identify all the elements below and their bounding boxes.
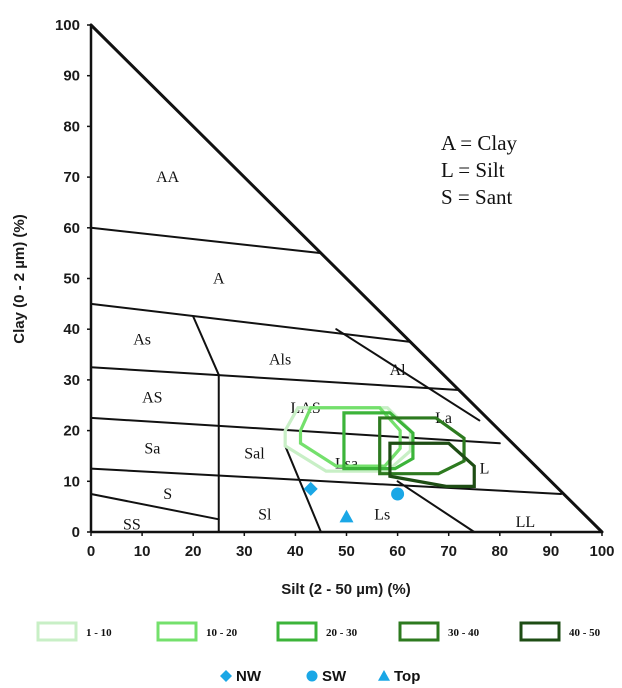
x-tick-label: 70 xyxy=(440,543,457,560)
axis-ticks: 0 10 20 30 40 50 60 70 80 90 100 0 10 20 30 40 50 60 70 80 9… xyxy=(55,17,615,560)
region-label: LL xyxy=(516,514,536,531)
legend-swatch xyxy=(156,621,198,642)
class-boundary-line xyxy=(90,416,501,445)
x-tick-label: 100 xyxy=(589,543,614,560)
y-tick-label: 60 xyxy=(63,220,80,237)
class-boundary-line xyxy=(335,328,481,422)
sample-legend-marker xyxy=(306,670,318,682)
y-tick-label: 40 xyxy=(63,321,80,338)
y-tick-label: 30 xyxy=(63,372,80,389)
y-axis-title: Clay (0 - 2 µm) (%) xyxy=(11,214,28,344)
legend-swatch xyxy=(519,621,561,642)
class-boundary-line xyxy=(90,226,322,255)
x-tick-label: 50 xyxy=(338,543,355,560)
region-label: SS xyxy=(123,516,141,533)
series-polygon xyxy=(378,416,466,476)
y-tick-label: 0 xyxy=(72,524,80,541)
class-boundaries xyxy=(89,23,604,534)
region-label: As xyxy=(133,331,151,348)
series-legend: 1 - 10 10 - 20 20 - 30 30 - 40 40 - 50 xyxy=(36,621,601,642)
legend-label: 20 - 30 xyxy=(326,627,358,639)
class-boundary-line xyxy=(90,492,220,521)
sample-legend-label: Top xyxy=(394,668,420,685)
legend-swatch xyxy=(276,621,318,642)
x-tick-label: 40 xyxy=(287,543,304,560)
region-label: S xyxy=(163,486,172,503)
region-label: AA xyxy=(156,169,180,186)
y-tick-label: 10 xyxy=(63,473,80,490)
legend-label: 1 - 10 xyxy=(86,627,112,639)
region-label: La xyxy=(435,410,452,427)
series-polygon xyxy=(298,406,402,468)
sample-markers xyxy=(303,481,405,523)
sample-legend-label: SW xyxy=(322,668,347,685)
sample-legend-marker xyxy=(220,670,232,682)
class-boundary-line xyxy=(396,480,476,533)
region-label: Ls xyxy=(374,506,390,523)
class-boundary-line xyxy=(90,366,460,392)
key-note: A = Clay xyxy=(441,131,518,155)
x-tick-label: 0 xyxy=(87,543,95,560)
legend-label: 30 - 40 xyxy=(448,627,480,639)
x-tick-label: 90 xyxy=(543,543,560,560)
region-label: Als xyxy=(269,352,291,369)
class-boundary-line xyxy=(192,315,220,376)
series-polygon xyxy=(342,411,415,471)
class-boundary-line xyxy=(284,444,322,533)
legend-swatch xyxy=(36,621,78,642)
legend-label: 40 - 50 xyxy=(569,627,601,639)
y-tick-label: 20 xyxy=(63,423,80,440)
region-label: Sl xyxy=(258,506,272,523)
sample-legend: NW SW Top xyxy=(220,668,420,685)
y-tick-label: 50 xyxy=(63,271,80,288)
region-label: Al xyxy=(390,362,407,379)
y-tick-label: 90 xyxy=(63,68,80,85)
class-boundary-line xyxy=(90,302,412,343)
sample-marker-top xyxy=(339,509,354,523)
x-tick-label: 10 xyxy=(134,543,151,560)
key-notes: A = Clay L = Silt S = Sant xyxy=(441,131,518,209)
x-tick-label: 20 xyxy=(185,543,202,560)
legend-label: 10 - 20 xyxy=(206,627,238,639)
x-tick-label: 60 xyxy=(389,543,406,560)
y-tick-label: 80 xyxy=(63,118,80,135)
class-boundary-line xyxy=(90,467,563,495)
legend-swatch xyxy=(398,621,440,642)
y-tick-label: 100 xyxy=(55,17,80,34)
key-note: S = Sant xyxy=(441,185,513,209)
series-polygons xyxy=(283,406,476,488)
region-label: A xyxy=(213,271,225,288)
sample-marker-sw xyxy=(391,487,405,501)
x-tick-label: 80 xyxy=(491,543,508,560)
region-label: Sal xyxy=(244,445,265,462)
region-label: L xyxy=(480,461,490,478)
sample-legend-marker xyxy=(378,670,390,681)
y-tick-label: 70 xyxy=(63,169,80,186)
x-axis-title: Silt (2 - 50 µm) (%) xyxy=(281,581,411,598)
sample-marker-nw xyxy=(303,481,318,496)
series-polygon xyxy=(388,441,476,488)
triangle-hypotenuse xyxy=(89,23,604,534)
region-label: AS xyxy=(142,390,162,407)
sample-legend-label: NW xyxy=(236,668,262,685)
key-note: L = Silt xyxy=(441,158,505,182)
region-label: Sa xyxy=(144,440,160,457)
x-tick-label: 30 xyxy=(236,543,253,560)
